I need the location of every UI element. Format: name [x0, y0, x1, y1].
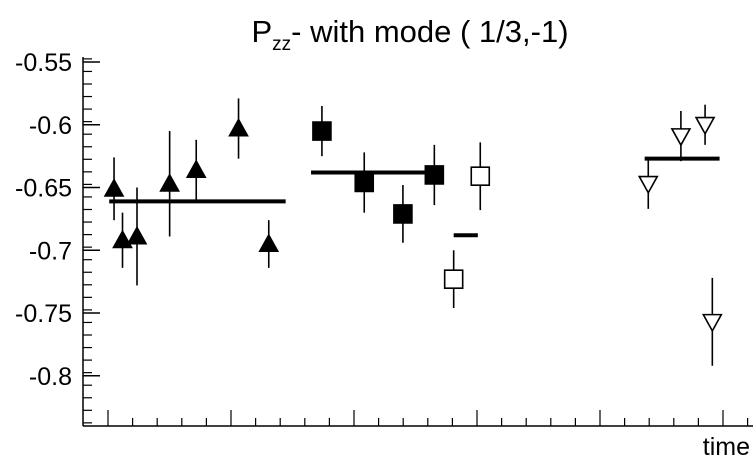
title-subscript: zz: [272, 34, 291, 55]
series-3: [443, 142, 491, 309]
y-tick-labels: -0.55 -0.6 -0.65 -0.7 -0.75 -0.8: [15, 49, 72, 391]
series-1: [103, 98, 286, 286]
y-ticks: [83, 61, 100, 377]
data-point: [112, 229, 133, 249]
data-point: [354, 172, 375, 193]
title-main: P: [251, 14, 272, 49]
x-axis-label: time: [703, 433, 750, 459]
data-point: [159, 173, 181, 192]
series-2: [311, 105, 445, 243]
data-point: [228, 117, 249, 137]
title-suffix: - with mode ( 1/3,-1): [291, 14, 568, 49]
data-point: [470, 166, 491, 187]
y-tick-label: -0.7: [29, 237, 72, 265]
y-minor-ticks: [83, 58, 92, 424]
chart-title: Pzz- with mode ( 1/3,-1): [251, 14, 568, 55]
data-point: [312, 121, 332, 141]
data-point: [258, 233, 280, 253]
data-point: [694, 116, 716, 136]
y-tick-label: -0.75: [15, 300, 72, 328]
data-point: [185, 159, 207, 178]
y-tick-label: -0.6: [29, 112, 72, 140]
data-point: [701, 313, 723, 333]
data-point: [126, 225, 148, 245]
data-point: [424, 165, 445, 185]
data-point: [637, 175, 659, 195]
series-layer: [103, 98, 723, 366]
series-4: [637, 104, 723, 366]
y-tick-label: -0.65: [15, 175, 72, 203]
y-tick-label: -0.55: [15, 49, 72, 77]
data-point: [443, 269, 464, 289]
data-point: [393, 204, 413, 224]
x-ticks: [107, 410, 749, 426]
data-point: [103, 178, 125, 197]
data-point: [670, 128, 692, 147]
y-tick-label: -0.8: [29, 363, 72, 391]
plot-frame: [82, 57, 753, 427]
